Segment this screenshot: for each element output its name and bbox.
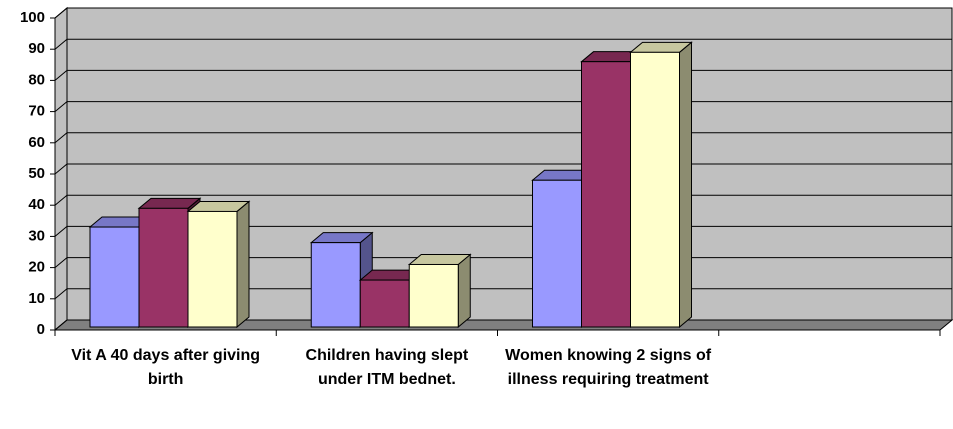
x-tick-label: Women knowing 2 signs of illness requiri… (505, 347, 712, 388)
bar (408, 263, 459, 328)
bar (581, 61, 631, 328)
x-tick-label: Vit A 40 days after giving birth (71, 347, 261, 388)
y-tick-label: 30 (28, 227, 45, 244)
bar (89, 226, 140, 328)
bar (187, 210, 238, 328)
y-tick-label: 80 (28, 71, 45, 88)
bar-side (679, 41, 692, 329)
y-tick-label: 40 (28, 196, 45, 213)
bar (359, 279, 410, 328)
bar-side (236, 200, 250, 329)
x-tick-label: Children having slept under ITM bednet. (305, 347, 469, 388)
y-tick-label: 60 (28, 134, 45, 151)
grid-line (54, 38, 952, 50)
bar (310, 242, 361, 328)
y-tick-label: 70 (28, 103, 45, 120)
grid-line (54, 7, 952, 19)
y-tick-label: 50 (28, 165, 45, 182)
y-tick-label: 90 (28, 40, 45, 57)
y-tick-label: 100 (20, 9, 45, 26)
y-tick-label: 0 (37, 321, 45, 338)
bar-side (457, 253, 471, 329)
bar (532, 179, 582, 328)
bar (630, 51, 680, 328)
y-tick-label: 10 (28, 290, 45, 307)
y-tick-label: 20 (28, 259, 45, 276)
bar (138, 207, 189, 328)
